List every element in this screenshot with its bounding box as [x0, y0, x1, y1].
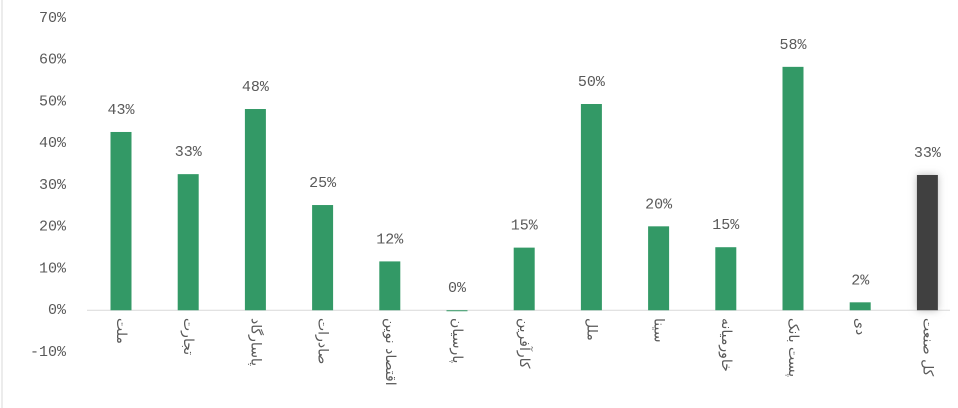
- y-tick-label: 40%: [39, 135, 67, 152]
- bar: [446, 310, 468, 312]
- y-tick-label: 20%: [39, 219, 67, 236]
- x-tick-label: سینا: [651, 318, 667, 342]
- data-label: 0%: [448, 280, 467, 297]
- x-tick-label: پست بانک: [785, 318, 801, 377]
- y-tick-label: 60%: [39, 52, 67, 69]
- bar: [580, 104, 602, 311]
- y-tick-label: 30%: [39, 177, 67, 194]
- x-tick-label: خاورمیانه: [718, 318, 734, 372]
- bar: [916, 174, 938, 311]
- bar: [177, 174, 199, 311]
- y-tick-label: 0%: [48, 302, 67, 319]
- data-label: 50%: [578, 74, 606, 91]
- bar: [849, 302, 871, 311]
- data-label: 12%: [376, 231, 404, 248]
- bar: [513, 247, 535, 311]
- bar: [244, 109, 266, 311]
- x-tick-label: ملل: [583, 318, 599, 341]
- data-label: 25%: [309, 175, 337, 192]
- bar: [715, 247, 737, 311]
- data-label: 33%: [175, 144, 203, 161]
- data-label: 48%: [242, 79, 270, 96]
- y-tick-label: -10%: [30, 344, 67, 361]
- data-label: 15%: [712, 217, 740, 234]
- data-label: 33%: [914, 145, 942, 162]
- x-tick-label: ملت: [113, 318, 129, 344]
- x-tick-label: پارسیان: [449, 318, 465, 364]
- x-tick-label: کل صنعت: [919, 318, 935, 377]
- y-tick-label: 10%: [39, 260, 67, 277]
- x-tick-label: اقتصاد نوین: [382, 318, 398, 386]
- x-tick-label: تجارت: [180, 318, 196, 355]
- x-tick-label: دی: [852, 318, 868, 335]
- y-tick-label: 50%: [39, 93, 67, 110]
- x-tick-label: کارآفرین: [516, 318, 533, 369]
- data-label: 2%: [851, 272, 870, 289]
- bar: [379, 261, 401, 311]
- data-label: 15%: [511, 218, 539, 235]
- bar: [312, 205, 334, 311]
- x-tick-label: پاسارگاد: [247, 318, 264, 366]
- data-label: 43%: [107, 102, 135, 119]
- bar: [648, 226, 670, 311]
- data-label: 58%: [779, 37, 807, 54]
- bar: [782, 66, 804, 311]
- y-tick-label: 70%: [39, 10, 67, 27]
- x-tick-label: صادرات: [315, 318, 331, 364]
- bar: [110, 131, 132, 311]
- data-label: 20%: [645, 196, 673, 213]
